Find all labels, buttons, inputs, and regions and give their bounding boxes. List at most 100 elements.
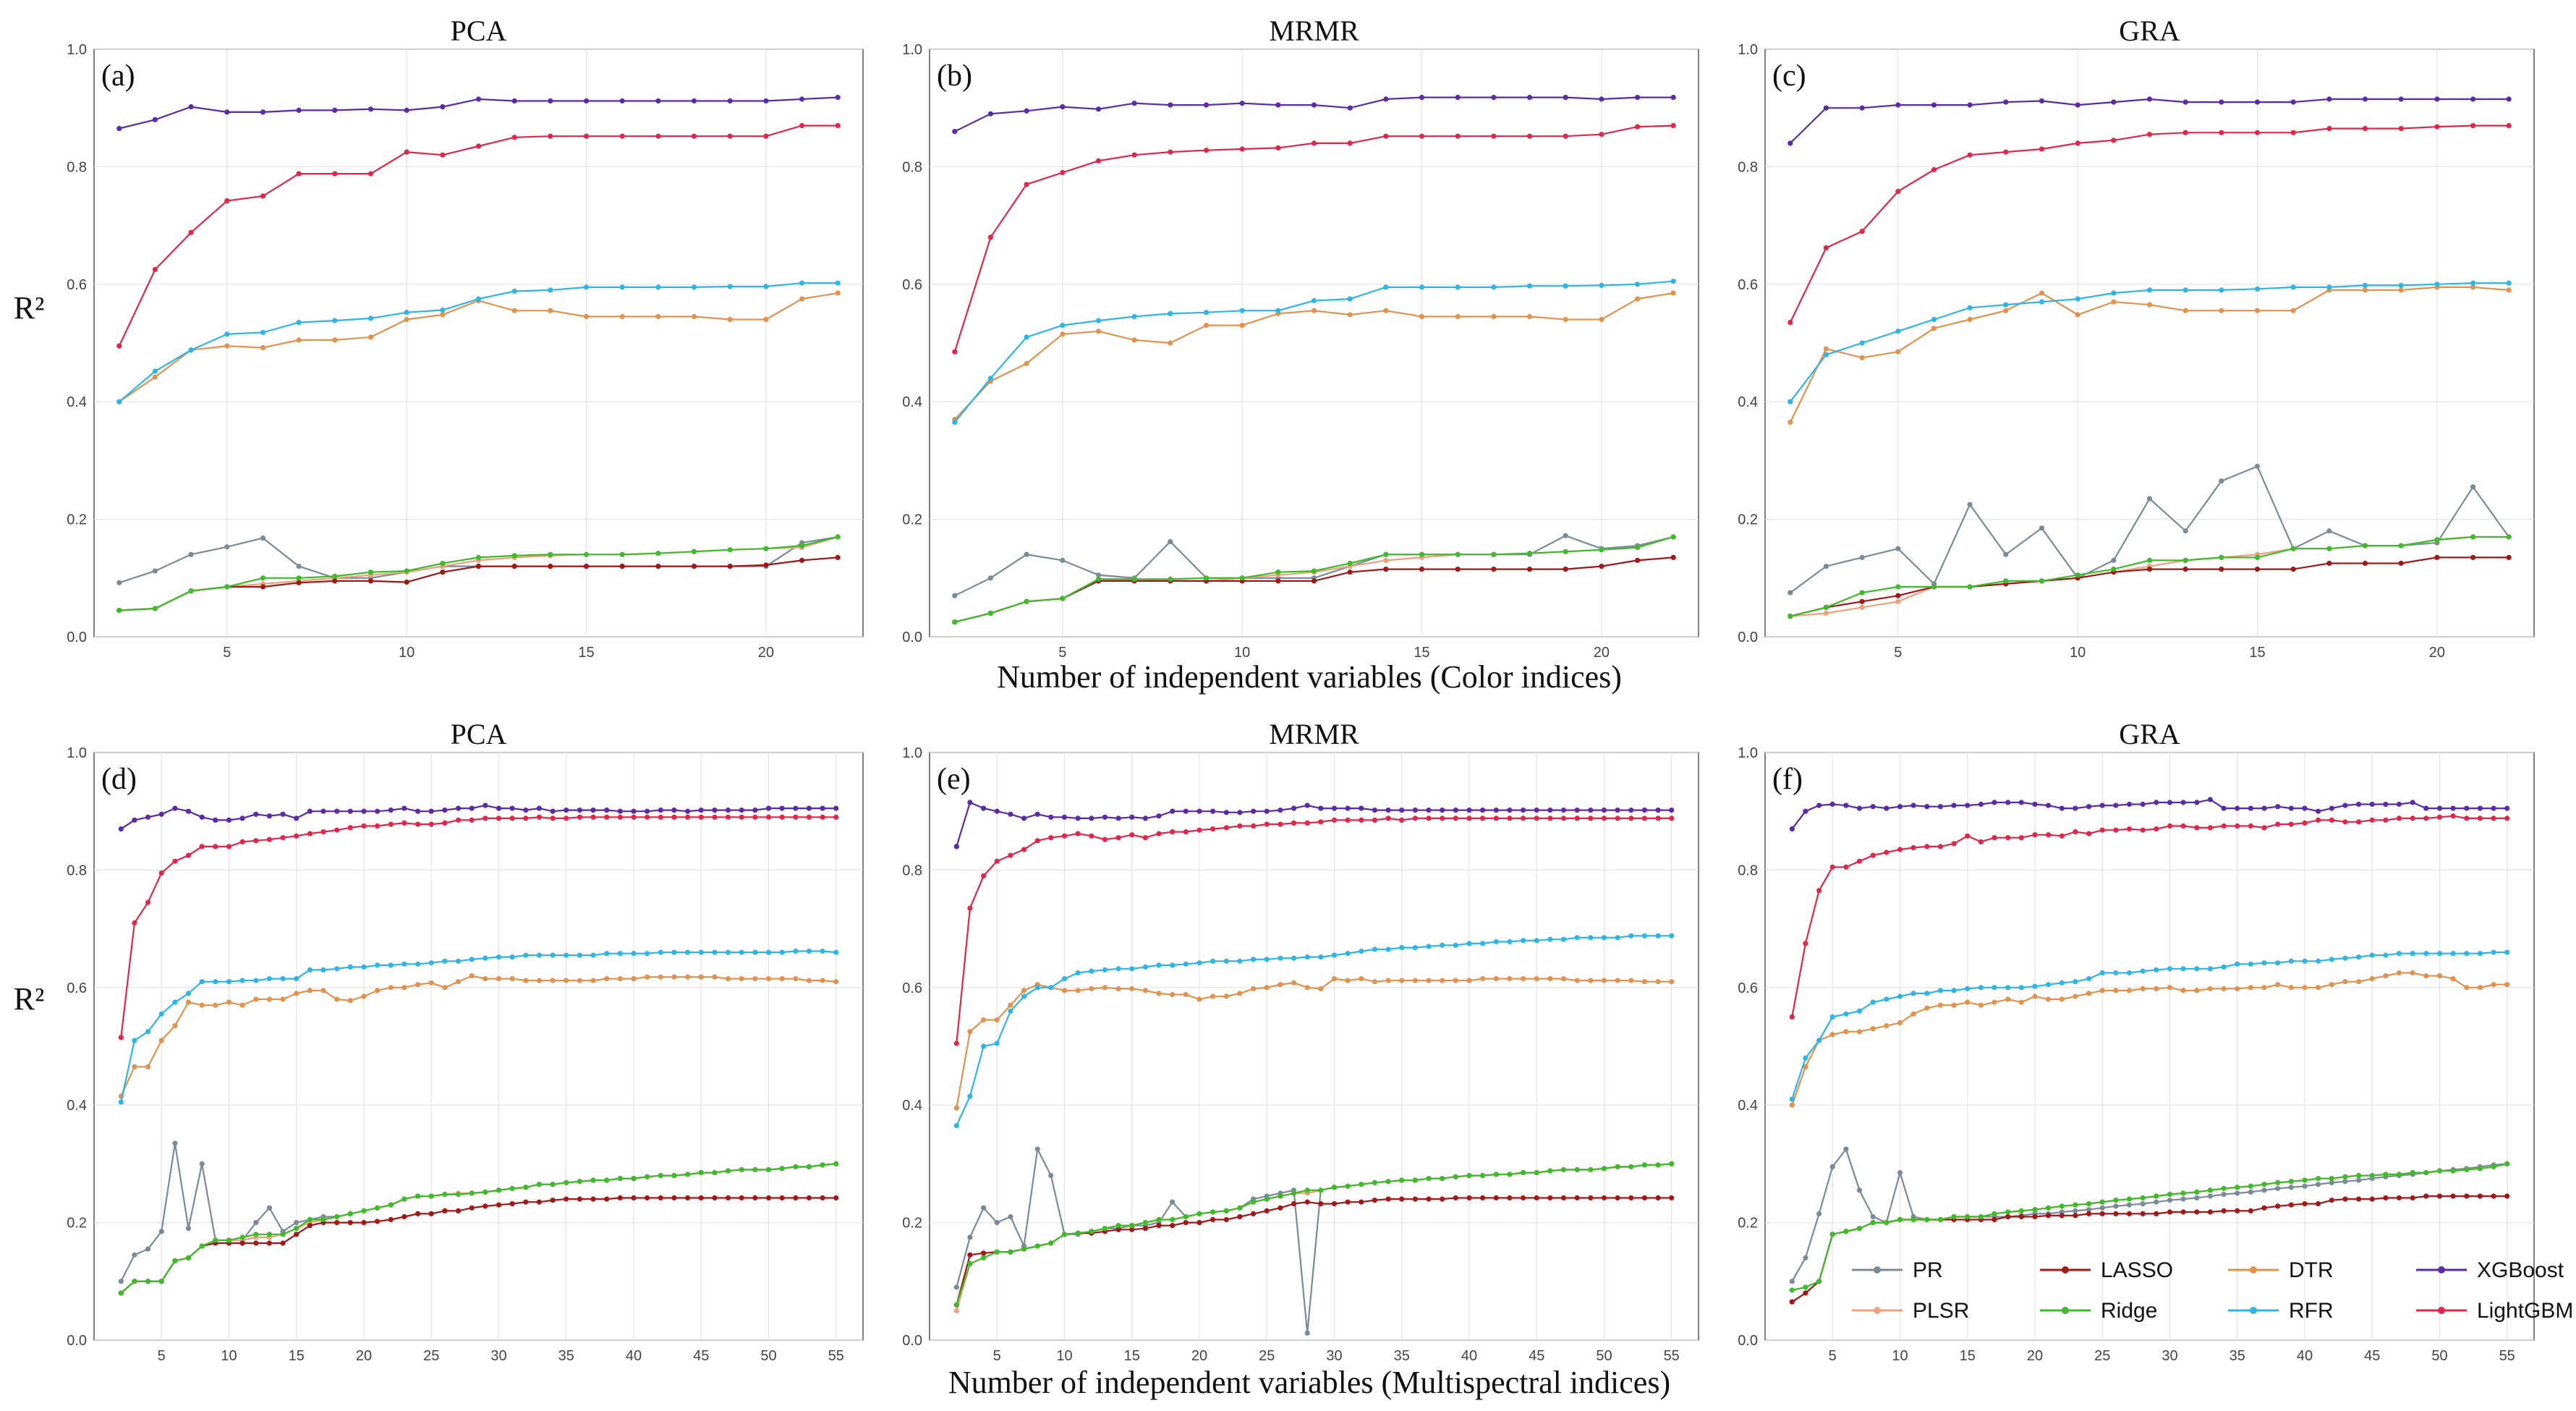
data-point <box>2059 805 2065 811</box>
data-point <box>1823 564 1829 569</box>
data-point <box>1574 935 1580 941</box>
data-point <box>253 1220 259 1226</box>
data-point <box>158 1279 164 1284</box>
data-point <box>1156 813 1162 819</box>
data-point <box>1526 551 1533 556</box>
data-point <box>765 805 772 811</box>
data-point <box>725 1195 731 1201</box>
data-point <box>1563 567 1568 572</box>
data-point <box>2180 1190 2186 1196</box>
data-point <box>496 954 502 960</box>
data-point <box>2140 968 2146 974</box>
data-point <box>1884 1220 1890 1226</box>
data-point <box>1426 944 1432 949</box>
data-point <box>320 967 326 973</box>
data-point <box>1859 590 1865 596</box>
data-point <box>1967 102 1973 108</box>
data-point <box>1061 814 1068 820</box>
data-point <box>953 1284 959 1290</box>
data-point <box>739 949 744 955</box>
data-point <box>1359 805 1364 811</box>
data-point <box>1115 1223 1121 1229</box>
data-point <box>994 1017 1000 1023</box>
data-point <box>1588 815 1594 821</box>
data-point <box>2290 308 2296 313</box>
data-point <box>1560 1195 1567 1201</box>
data-point <box>1615 808 1620 813</box>
data-point <box>334 827 340 833</box>
data-point <box>952 619 958 625</box>
data-point <box>2434 96 2440 102</box>
data-point <box>307 967 313 973</box>
data-point <box>2396 801 2402 808</box>
legend-item-lasso: LASSO <box>2040 1258 2173 1282</box>
data-point <box>1291 1190 1297 1196</box>
data-point <box>1870 1213 1876 1220</box>
data-point <box>1008 811 1013 817</box>
data-point <box>617 951 623 957</box>
data-point <box>2398 287 2404 293</box>
data-point <box>2194 1209 2200 1215</box>
data-point <box>739 814 744 820</box>
data-point <box>712 814 718 820</box>
data-point <box>691 313 697 320</box>
data-point <box>1223 958 1229 964</box>
data-point <box>523 1185 529 1190</box>
data-point <box>1453 815 1458 821</box>
data-point <box>2302 820 2308 826</box>
data-point <box>1203 148 1210 153</box>
data-point <box>253 1240 259 1246</box>
data-point <box>2167 985 2173 991</box>
data-point <box>2111 557 2117 564</box>
data-point <box>1275 308 1281 313</box>
data-point <box>1588 808 1594 813</box>
data-point <box>1843 864 1849 870</box>
data-point <box>2398 560 2404 567</box>
y-tick-label: 0.0 <box>902 1333 922 1349</box>
data-point <box>1383 308 1389 313</box>
data-point <box>739 1195 744 1201</box>
data-point <box>1264 1196 1270 1202</box>
data-point <box>1655 815 1661 821</box>
data-point <box>2356 979 2362 985</box>
data-point <box>1129 966 1135 972</box>
data-point <box>2221 1208 2227 1213</box>
data-point <box>1788 614 1793 619</box>
data-point <box>307 831 313 836</box>
data-point <box>2316 958 2321 964</box>
panel-title: MRMR <box>1269 718 1359 750</box>
data-point <box>2290 546 2296 551</box>
data-point <box>1347 312 1353 318</box>
data-point <box>536 978 543 983</box>
data-point <box>2477 805 2483 811</box>
data-point <box>1095 318 1102 323</box>
data-point <box>2491 805 2496 811</box>
data-point <box>952 593 958 598</box>
data-point <box>2290 99 2296 105</box>
data-point <box>712 808 718 813</box>
data-point <box>152 606 158 611</box>
data-point <box>388 985 394 991</box>
data-point <box>1331 952 1338 958</box>
series-xgboost <box>1788 96 2512 146</box>
data-point <box>2396 951 2402 957</box>
data-point <box>2329 957 2334 962</box>
data-point <box>1237 1213 1243 1220</box>
data-point <box>440 104 446 110</box>
data-point <box>1897 1170 1903 1176</box>
data-point <box>548 287 553 293</box>
data-point <box>1372 1198 1377 1203</box>
data-point <box>239 978 245 983</box>
data-point <box>401 805 407 811</box>
data-point <box>645 808 650 814</box>
data-point <box>442 1208 448 1213</box>
data-point <box>253 811 259 817</box>
data-point <box>1965 999 1971 1005</box>
data-point <box>483 955 488 961</box>
data-point <box>967 1029 973 1035</box>
data-point <box>2059 980 2065 986</box>
data-point <box>1291 980 1297 986</box>
data-point <box>2290 284 2296 290</box>
data-point <box>1931 102 1937 108</box>
data-point <box>987 575 993 581</box>
